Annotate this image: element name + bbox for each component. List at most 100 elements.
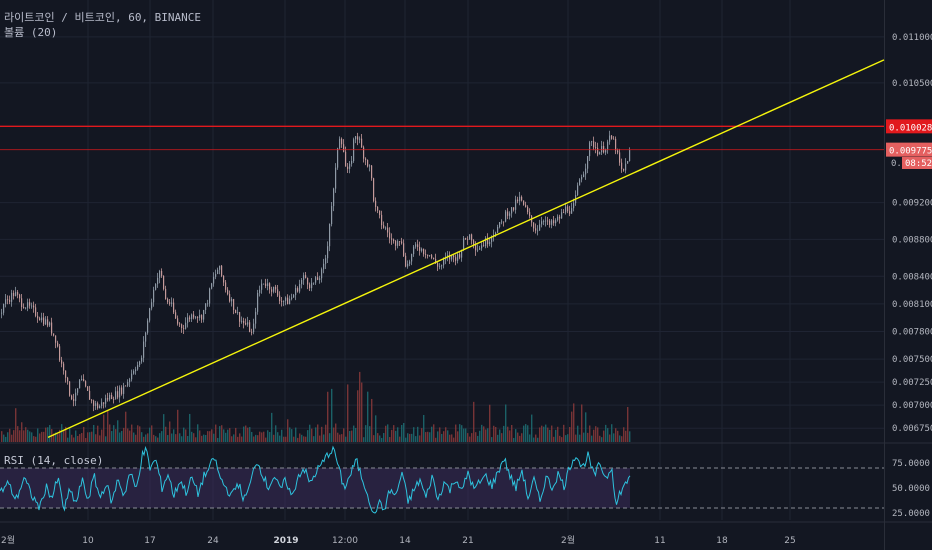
- candle-body: [413, 246, 415, 255]
- volume-bar: [545, 424, 547, 442]
- volume-bar: [605, 424, 607, 442]
- candle-body: [463, 238, 465, 250]
- volume-bar: [481, 424, 483, 442]
- candle-body: [377, 206, 379, 211]
- volume-bar: [33, 436, 35, 442]
- volume-bar: [91, 431, 93, 442]
- volume-bar: [283, 436, 285, 442]
- candle-body: [259, 289, 261, 293]
- candle-body: [277, 289, 279, 296]
- volume-bar: [93, 424, 95, 442]
- candle-body: [59, 346, 61, 361]
- candle-body: [141, 357, 143, 362]
- candle-body: [453, 255, 455, 258]
- volume-bar: [5, 436, 7, 442]
- rsi-label: RSI (14, close): [4, 454, 104, 467]
- candle-body: [229, 294, 231, 302]
- volume-bar: [369, 426, 371, 442]
- volume-bar: [207, 431, 209, 442]
- candle-body: [451, 255, 453, 260]
- candle-body: [329, 224, 331, 247]
- volume-bar: [197, 424, 199, 442]
- candle-body: [619, 152, 621, 163]
- volume-bar: [411, 433, 413, 442]
- candle-body: [387, 227, 389, 233]
- candle-body: [145, 332, 147, 342]
- volume-bar: [579, 434, 581, 442]
- volume-bar: [345, 436, 347, 442]
- candle-body: [321, 269, 323, 279]
- candle-body: [161, 270, 163, 276]
- candle-body: [101, 402, 103, 407]
- candle-body: [53, 333, 55, 336]
- candle-body: [205, 303, 207, 311]
- candle-body: [507, 211, 509, 216]
- candle-body: [305, 275, 307, 278]
- volume-bar: [535, 434, 537, 442]
- volume-bar: [287, 419, 289, 442]
- candle-body: [301, 280, 303, 285]
- volume-bar: [485, 429, 487, 442]
- candle-body: [379, 210, 381, 215]
- candle-body: [569, 211, 571, 214]
- volume-bar: [477, 435, 479, 442]
- candle-body: [347, 166, 349, 169]
- volume-bar: [181, 436, 183, 442]
- candle-body: [481, 245, 483, 249]
- volume-bar: [625, 430, 627, 442]
- volume-bar: [37, 428, 39, 442]
- candle-body: [93, 400, 95, 406]
- candle-body: [65, 370, 67, 378]
- volume-bar: [75, 430, 77, 442]
- candle-body: [163, 275, 165, 289]
- volume-bar: [151, 425, 153, 442]
- candle-body: [487, 238, 489, 245]
- candle-body: [33, 305, 35, 308]
- volume-bar: [119, 432, 121, 442]
- volume-bar: [329, 433, 331, 442]
- volume-bar: [193, 433, 195, 442]
- volume-bar: [419, 435, 421, 442]
- volume-bar: [81, 433, 83, 442]
- volume-bar: [451, 434, 453, 442]
- volume-bar: [427, 431, 429, 442]
- candle-body: [237, 312, 239, 313]
- volume-bar: [421, 428, 423, 442]
- volume-bar: [629, 431, 631, 442]
- candle-body: [399, 241, 401, 242]
- volume-bar: [59, 429, 61, 442]
- volume-bar: [341, 434, 343, 442]
- candle-body: [173, 302, 175, 313]
- candle-body: [403, 243, 405, 256]
- volume-bar: [601, 437, 603, 442]
- volume-bar: [593, 429, 595, 442]
- candle-body: [521, 196, 523, 201]
- volume-bar: [559, 435, 561, 442]
- candle-body: [517, 199, 519, 202]
- volume-bar: [61, 424, 63, 442]
- volume-bar: [155, 436, 157, 442]
- candle-body: [373, 178, 375, 201]
- volume-bar: [617, 430, 619, 442]
- candle-body: [425, 254, 427, 256]
- volume-bar: [301, 434, 303, 442]
- volume-bar: [275, 425, 277, 442]
- volume-bar: [353, 425, 355, 442]
- candle-body: [83, 378, 85, 382]
- candle-body: [149, 308, 151, 321]
- candle-body: [183, 328, 185, 329]
- volume-bar: [493, 425, 495, 442]
- volume-bar: [587, 432, 589, 442]
- x-axis-label: 2월: [1, 534, 15, 546]
- volume-bar: [245, 425, 247, 442]
- price-axis-label: 0.010500: [892, 79, 932, 89]
- volume-bar: [581, 404, 583, 442]
- candle-body: [601, 145, 603, 153]
- volume-bar: [589, 425, 591, 442]
- volume-bar: [359, 371, 361, 442]
- candle-body: [513, 207, 515, 210]
- volume-bar: [9, 428, 11, 442]
- candle-body: [429, 255, 431, 256]
